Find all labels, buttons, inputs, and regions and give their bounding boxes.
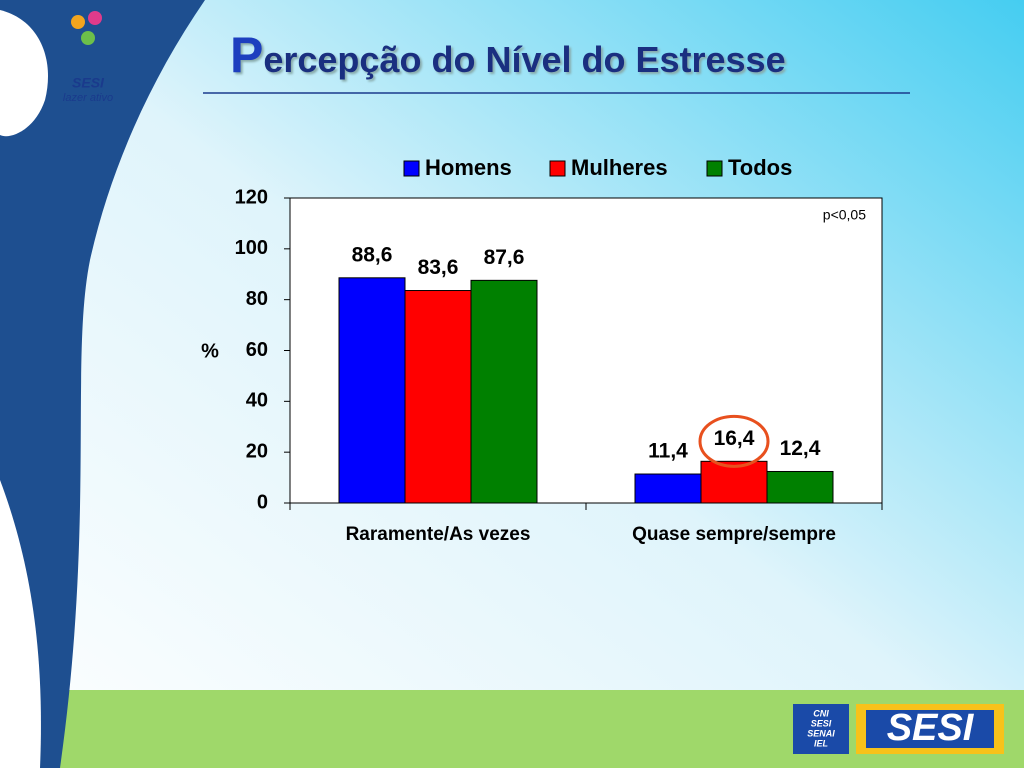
figure-gap — [0, 480, 41, 768]
y-tick-label: 60 — [246, 339, 268, 361]
logo-text: SENAI — [807, 728, 835, 738]
logo-person — [88, 11, 102, 25]
logo-text: CNI — [813, 708, 829, 718]
y-axis-label: % — [201, 340, 219, 362]
logo-text: lazer ativo — [63, 92, 113, 104]
bar — [404, 290, 472, 504]
y-tick-label: 20 — [246, 440, 268, 462]
y-tick-label: 80 — [246, 288, 268, 310]
x-tick-label: Raramente/As vezes — [346, 524, 531, 545]
logo-text: IEL — [814, 738, 828, 748]
logo-person — [71, 15, 85, 29]
chart-title: Percepção do Nível do Estresse — [230, 27, 786, 83]
value-label: 16,4 — [714, 427, 755, 450]
logo-box — [793, 704, 849, 754]
y-tick-label: 0 — [257, 491, 268, 513]
bar — [338, 277, 406, 504]
highlight-circle — [698, 414, 770, 468]
logo-box — [866, 710, 994, 748]
x-tick-label: Quase sempre/sempre — [632, 524, 836, 545]
bar — [470, 279, 538, 504]
legend-swatch — [549, 160, 566, 177]
logo-person — [81, 31, 95, 45]
value-label: 83,6 — [418, 256, 459, 279]
legend-label: Mulheres — [571, 155, 668, 180]
value-label: 88,6 — [352, 243, 393, 266]
value-label: 11,4 — [648, 440, 688, 463]
value-label: 87,6 — [484, 246, 525, 269]
logo-text: SESI — [887, 707, 975, 749]
y-tick-label: 40 — [246, 390, 268, 412]
figure-body — [0, 0, 205, 768]
legend-label: Todos — [728, 155, 792, 180]
bar — [634, 473, 702, 504]
bar — [700, 460, 768, 504]
logo-text: SESI — [811, 718, 832, 728]
bar — [766, 470, 834, 504]
footer-band — [0, 690, 1024, 768]
figure-head — [0, 10, 48, 137]
annotation: p<0,05 — [823, 207, 866, 223]
legend-swatch — [403, 160, 420, 177]
logo-text: SESI — [72, 75, 105, 91]
value-label: 12,4 — [780, 437, 821, 460]
legend-swatch — [706, 160, 723, 177]
legend-label: Homens — [425, 155, 512, 180]
y-tick-label: 100 — [235, 237, 268, 259]
y-tick-label: 120 — [235, 186, 268, 208]
